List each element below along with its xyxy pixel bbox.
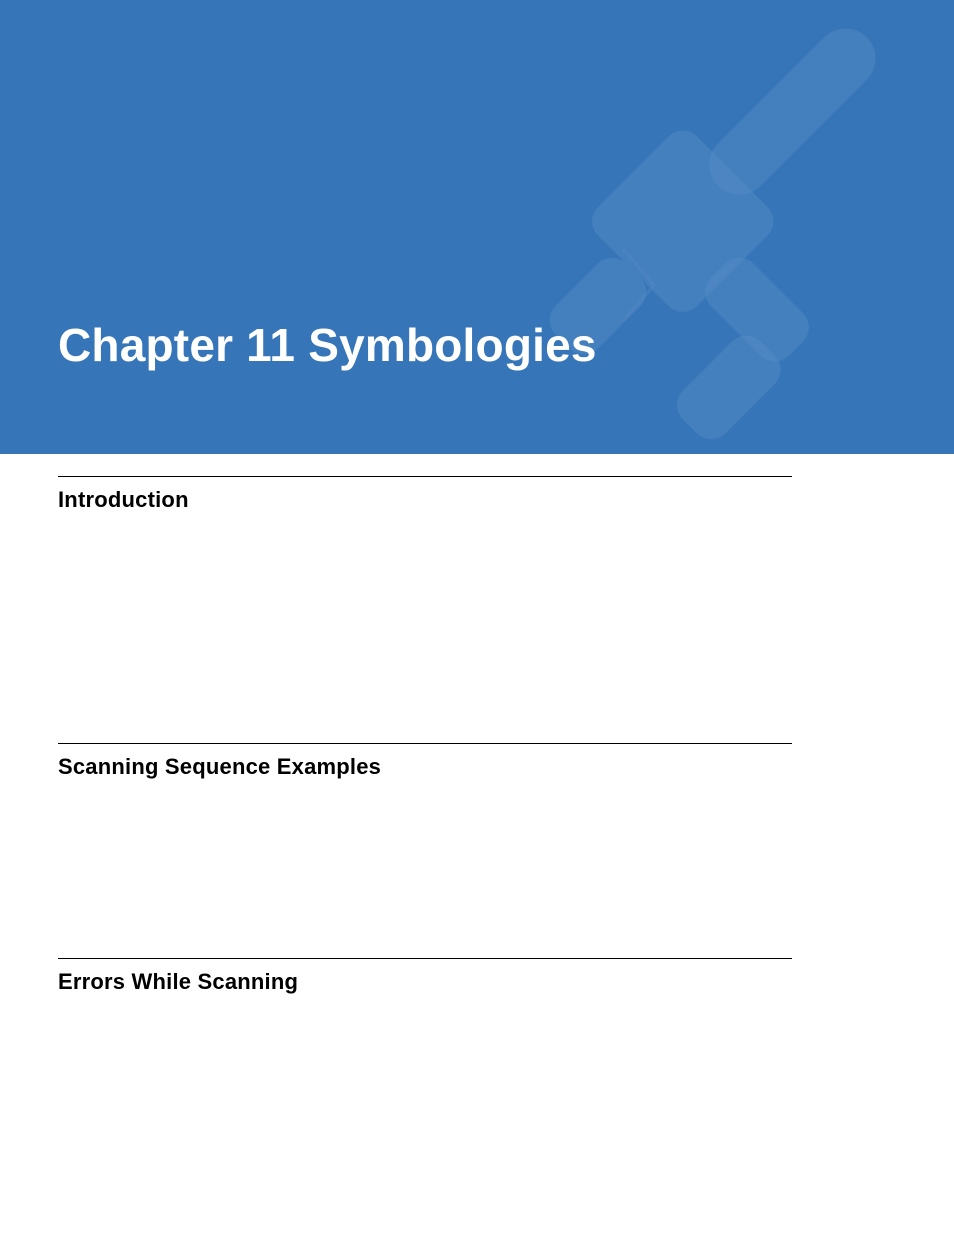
section-heading: Errors While Scanning	[58, 969, 792, 995]
section-rule	[58, 958, 792, 959]
chapter-title: Chapter 11 Symbologies	[58, 318, 597, 372]
section-scanning-sequence-examples: Scanning Sequence Examples	[58, 743, 792, 780]
banner-graphic-icon	[454, 0, 954, 454]
section-errors-while-scanning: Errors While Scanning	[58, 958, 792, 995]
section-heading: Introduction	[58, 487, 792, 513]
section-heading: Scanning Sequence Examples	[58, 754, 792, 780]
page-content: Introduction Scanning Sequence Examples …	[58, 454, 792, 995]
section-rule	[58, 743, 792, 744]
section-introduction: Introduction	[58, 476, 792, 513]
chapter-banner: Chapter 11 Symbologies	[0, 0, 954, 454]
section-rule	[58, 476, 792, 477]
